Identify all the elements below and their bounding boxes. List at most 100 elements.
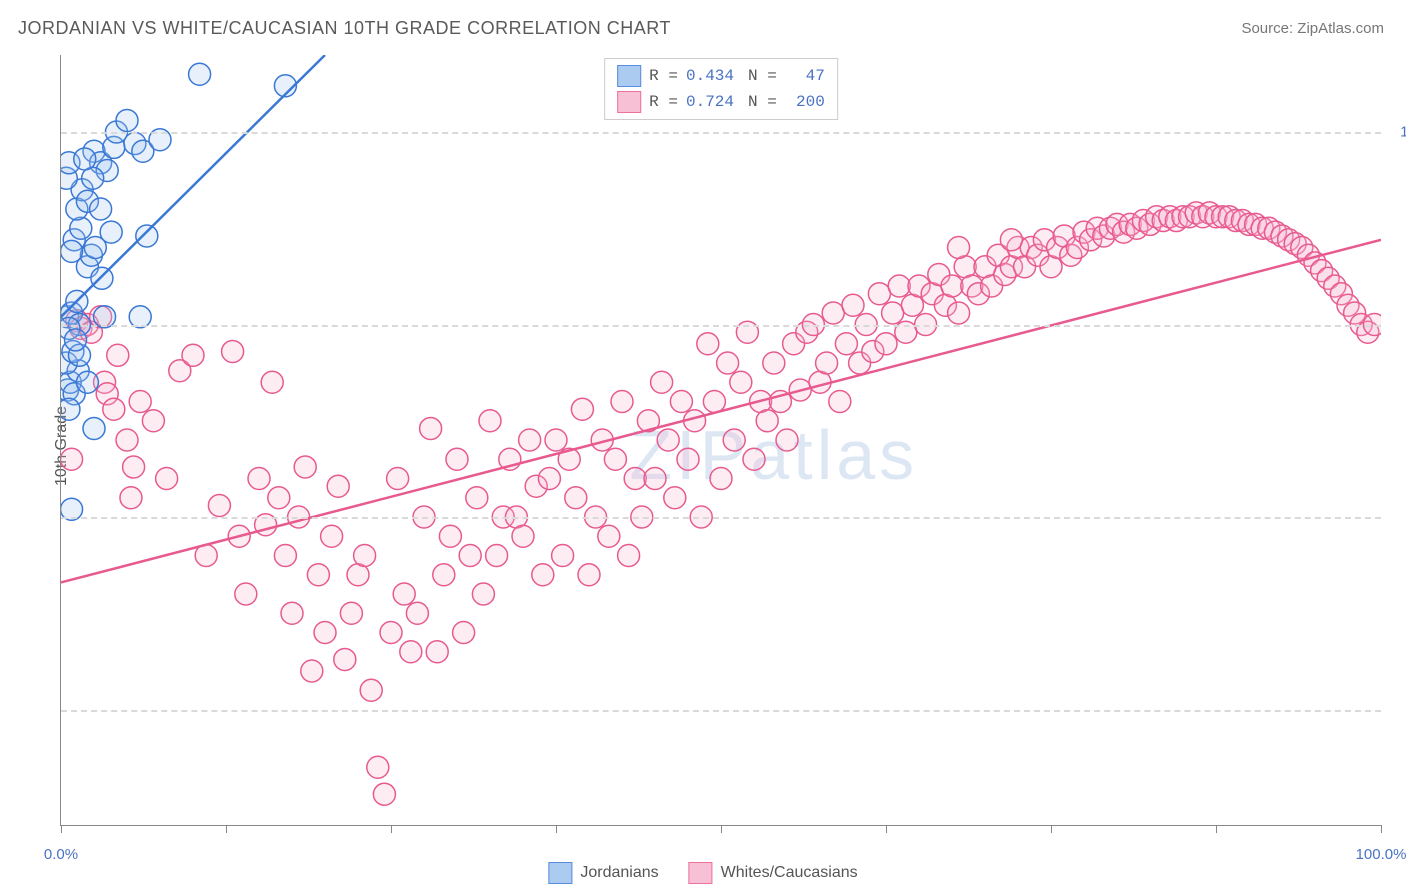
scatter-point-whites (314, 622, 336, 644)
scatter-point-jordanians (70, 217, 92, 239)
scatter-point-whites (459, 545, 481, 567)
scatter-point-whites (651, 371, 673, 393)
scatter-point-whites (367, 756, 389, 778)
scatter-point-whites (743, 448, 765, 470)
scatter-point-whites (453, 622, 475, 644)
y-tick-label: 100.0% (1400, 124, 1406, 141)
gridline (61, 132, 1381, 134)
scatter-point-whites (578, 564, 600, 586)
scatter-point-whites (479, 410, 501, 432)
x-tick (886, 825, 887, 833)
x-tick (721, 825, 722, 833)
chart-plot-area: ZIPatlas R = 0.434 N = 47 R = 0.724 N = … (60, 55, 1381, 826)
gridline (61, 325, 1381, 327)
scatter-point-whites (446, 448, 468, 470)
scatter-point-whites (677, 448, 699, 470)
scatter-point-whites (426, 641, 448, 663)
x-tick (226, 825, 227, 833)
legend-row-whites: R = 0.724 N = 200 (617, 89, 825, 115)
scatter-point-jordanians (83, 417, 105, 439)
scatter-point-jordanians (116, 109, 138, 131)
scatter-point-whites (182, 344, 204, 366)
scatter-point-jordanians (91, 267, 113, 289)
scatter-point-whites (835, 333, 857, 355)
x-tick (556, 825, 557, 833)
scatter-point-whites (360, 679, 382, 701)
gridline (61, 517, 1381, 519)
scatter-point-whites (664, 487, 686, 509)
scatter-point-whites (624, 468, 646, 490)
x-tick (1381, 825, 1382, 833)
scatter-point-whites (222, 340, 244, 362)
x-tick (1216, 825, 1217, 833)
scatter-point-whites (888, 275, 910, 297)
scatter-point-jordanians (84, 237, 106, 259)
x-tick (1051, 825, 1052, 833)
scatter-point-whites (486, 545, 508, 567)
scatter-point-whites (816, 352, 838, 374)
trendline-whites (61, 240, 1381, 583)
scatter-point-jordanians (90, 198, 112, 220)
scatter-point-whites (604, 448, 626, 470)
scatter-point-whites (466, 487, 488, 509)
scatter-point-whites (327, 475, 349, 497)
scatter-point-whites (875, 333, 897, 355)
scatter-point-whites (598, 525, 620, 547)
scatter-point-whites (129, 391, 151, 413)
scatter-point-whites (281, 602, 303, 624)
swatch-whites (617, 91, 641, 113)
scatter-point-whites (103, 398, 125, 420)
scatter-point-whites (334, 648, 356, 670)
scatter-point-whites (703, 391, 725, 413)
scatter-point-whites (61, 448, 83, 470)
scatter-point-whites (294, 456, 316, 478)
scatter-point-whites (261, 371, 283, 393)
r-label: R = (649, 67, 678, 85)
scatter-point-whites (552, 545, 574, 567)
scatter-point-whites (248, 468, 270, 490)
scatter-point-whites (882, 302, 904, 324)
scatter-point-whites (829, 391, 851, 413)
x-tick-label: 100.0% (1356, 846, 1406, 863)
scatter-point-jordanians (189, 63, 211, 85)
scatter-point-whites (1000, 229, 1022, 251)
scatter-point-whites (822, 302, 844, 324)
legend-item-whites: Whites/Caucasians (689, 862, 858, 884)
scatter-point-whites (340, 602, 362, 624)
scatter-point-whites (717, 352, 739, 374)
scatter-point-whites (948, 302, 970, 324)
scatter-point-whites (406, 602, 428, 624)
scatter-point-whites (948, 237, 970, 259)
source-label: Source: ZipAtlas.com (1241, 20, 1384, 37)
scatter-point-whites (420, 417, 442, 439)
scatter-point-whites (301, 660, 323, 682)
scatter-point-whites (142, 410, 164, 432)
legend-label-jordanians: Jordanians (580, 864, 658, 882)
scatter-point-jordanians (74, 148, 96, 170)
scatter-point-whites (393, 583, 415, 605)
scatter-point-whites (756, 410, 778, 432)
scatter-point-whites (776, 429, 798, 451)
scatter-point-whites (307, 564, 329, 586)
n-value-jordanians: 47 (785, 67, 825, 85)
scatter-point-whites (644, 468, 666, 490)
scatter-point-whites (380, 622, 402, 644)
scatter-point-whites (697, 333, 719, 355)
scatter-point-whites (387, 468, 409, 490)
scatter-point-whites (156, 468, 178, 490)
scatter-point-whites (373, 783, 395, 805)
scatter-point-whites (519, 429, 541, 451)
scatter-point-whites (571, 398, 593, 420)
scatter-point-whites (710, 468, 732, 490)
gridline (61, 710, 1381, 712)
x-tick-label: 0.0% (44, 846, 78, 863)
scatter-point-whites (208, 494, 230, 516)
scatter-point-whites (321, 525, 343, 547)
legend-row-jordanians: R = 0.434 N = 47 (617, 63, 825, 89)
scatter-point-whites (274, 545, 296, 567)
n-value-whites: 200 (785, 93, 825, 111)
series-legend: Jordanians Whites/Caucasians (548, 862, 857, 884)
scatter-point-jordanians (61, 398, 80, 420)
scatter-point-jordanians (136, 225, 158, 247)
n-label: N = (748, 93, 777, 111)
